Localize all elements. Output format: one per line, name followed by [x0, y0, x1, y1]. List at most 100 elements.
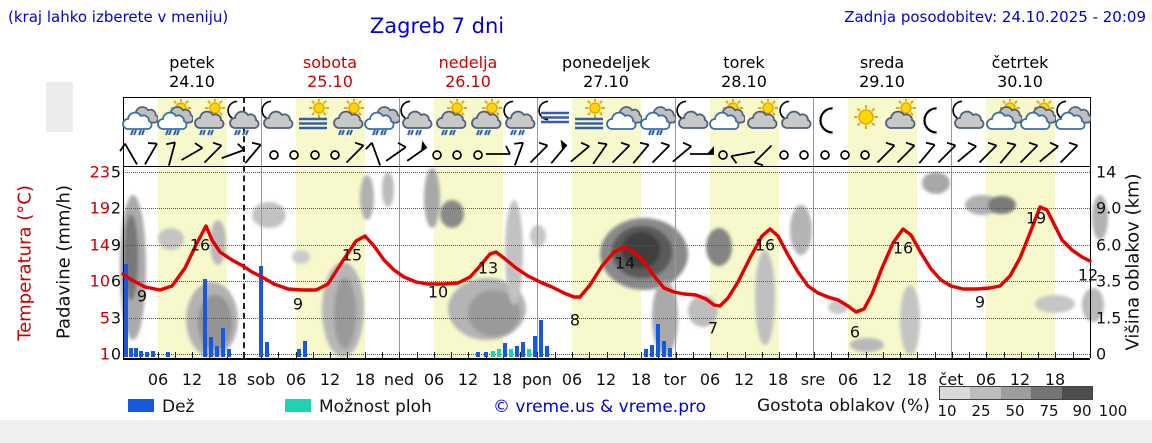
- density-scale-segment: [970, 387, 1001, 399]
- cloud-blob: [850, 338, 884, 352]
- rain-bar: [303, 340, 307, 358]
- wind-barb-icon: [876, 141, 895, 164]
- moon-cloud-icon: [261, 100, 294, 129]
- copyright-link[interactable]: © vreme.us & vreme.pro: [493, 397, 707, 417]
- x-axis-label: 06: [975, 370, 997, 389]
- density-tick-label: 90: [1072, 402, 1092, 420]
- x-axis-label: 12: [1009, 370, 1031, 389]
- rain-bar: [503, 343, 507, 358]
- rain-bar: [515, 345, 519, 358]
- day-date: 26.10: [445, 72, 491, 91]
- rain-bar: [484, 351, 488, 358]
- wind-barb-icon: [690, 146, 715, 155]
- x-axis-label: 06: [837, 370, 859, 389]
- grid-line: [123, 281, 1090, 282]
- cloud-blob: [900, 285, 920, 355]
- wind-barb-icon: [754, 144, 773, 167]
- precip-axis-title: Padavine (mm/h): [53, 185, 75, 339]
- rain-legend-label: Dež: [162, 397, 195, 417]
- wind-barb-icon: [346, 141, 365, 164]
- moon-cloud-icon: [952, 100, 985, 129]
- cloud-blob: [360, 175, 374, 220]
- cloud-blob: [1092, 195, 1108, 240]
- day-date: 29.10: [859, 72, 905, 91]
- rain-bar: [644, 349, 648, 358]
- day-header: četrtek 30.10: [992, 53, 1049, 91]
- cloud-blob: [922, 172, 950, 194]
- calm-wind-icon: [819, 150, 830, 160]
- wind-barb-icon: [652, 141, 671, 164]
- page-bottom-margin: [0, 420, 1152, 443]
- temp-value-label: 7: [707, 318, 719, 338]
- cloud-blob: [292, 250, 310, 264]
- x-minor-tick: [761, 352, 763, 358]
- day-date: 27.10: [583, 72, 629, 91]
- cloud-axis-tick: 1.5: [1096, 308, 1122, 328]
- x-minor-tick: [951, 352, 953, 358]
- cloud-blob: [382, 172, 394, 207]
- temp-axis-tick: 14: [89, 235, 110, 255]
- temp-value-label: 6: [849, 322, 861, 342]
- x-minor-tick: [865, 352, 867, 358]
- shower-bar: [497, 349, 501, 358]
- wind-barb-icon: [1019, 141, 1038, 164]
- x-minor-tick: [312, 352, 314, 358]
- layout-gutter: [46, 82, 73, 132]
- temp-value-label: 12: [1077, 265, 1099, 285]
- precip-axis-tick: 2: [110, 198, 121, 218]
- cloud2-rain-icon: [122, 106, 159, 136]
- x-axis-label: 06: [423, 370, 445, 389]
- shower-bar: [527, 349, 531, 358]
- cloud-density-label: Gostota oblakov (%): [757, 396, 930, 416]
- x-minor-tick: [934, 352, 936, 358]
- x-minor-tick: [848, 352, 850, 358]
- density-tick-label: 25: [971, 402, 991, 420]
- x-minor-tick: [796, 352, 798, 358]
- wind-barb-icon: [592, 141, 608, 165]
- sun-fog-icon: [298, 99, 329, 130]
- sun-cloud-rain-icon: [194, 99, 226, 136]
- precip-axis-tick: 3: [110, 308, 121, 328]
- cloud-axis-tick: 6.0: [1096, 235, 1122, 255]
- calm-wind-icon: [289, 150, 300, 160]
- x-minor-tick: [606, 352, 608, 358]
- x-minor-tick: [692, 352, 694, 358]
- x-axis-label: tor: [663, 370, 687, 389]
- wind-barb-icon: [1039, 141, 1059, 163]
- rain-bar: [129, 348, 133, 358]
- density-tick-label: 75: [1039, 402, 1059, 420]
- x-minor-tick: [813, 352, 815, 358]
- x-minor-tick: [1072, 352, 1074, 358]
- x-minor-tick: [174, 352, 176, 358]
- temp-value-label: 10: [427, 282, 449, 302]
- temp-value-label: 16: [892, 238, 914, 258]
- shower-legend-swatch: [285, 399, 311, 412]
- rain-bar: [521, 342, 525, 358]
- temp-value-label: 9: [292, 294, 304, 314]
- rain-bar: [134, 348, 138, 358]
- density-scale-border: [939, 386, 1093, 400]
- rain-bar: [533, 336, 537, 358]
- temp-axis-tick: 1: [99, 344, 110, 364]
- x-axis-label: 12: [457, 370, 479, 389]
- calm-wind-icon: [840, 150, 850, 160]
- wind-barb-icon: [918, 141, 935, 164]
- x-axis-label: 06: [285, 370, 307, 389]
- cloud2-rain-icon: [640, 106, 677, 136]
- cloud-axis-tick: 3.5: [1096, 271, 1122, 291]
- x-minor-tick: [1020, 352, 1022, 358]
- calm-wind-icon: [309, 150, 320, 160]
- x-minor-tick: [623, 352, 625, 358]
- x-minor-tick: [157, 352, 159, 358]
- rain-bar: [124, 263, 128, 358]
- density-scale-segment: [940, 387, 971, 399]
- cloud-axis-tick: 0: [1096, 344, 1107, 364]
- cloud-blob: [530, 225, 546, 247]
- x-axis-label: 12: [733, 370, 755, 389]
- grid-line: [123, 172, 1090, 173]
- moon-cloud-rain-icon: [399, 100, 432, 136]
- rain-bar: [259, 265, 263, 358]
- x-axis-label: 06: [561, 370, 583, 389]
- wind-barb-icon: [486, 145, 511, 155]
- cloud-axis-tick: 14: [1096, 162, 1117, 182]
